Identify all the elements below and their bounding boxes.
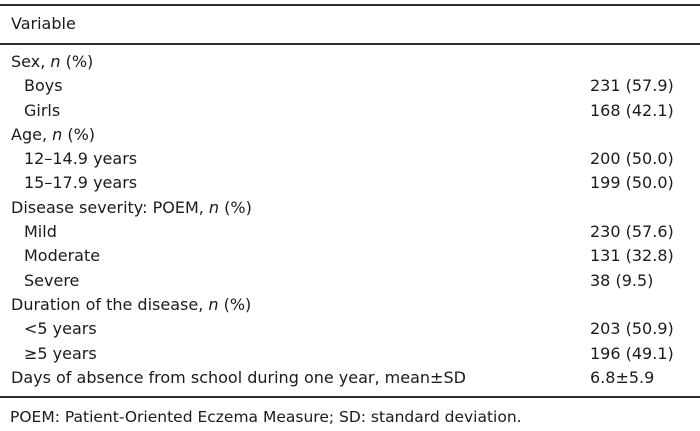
table-row: Mild 230 (57.6) [0, 220, 700, 244]
row-label: 12–14.9 years [24, 149, 138, 169]
table-header-row: Variable [0, 6, 700, 43]
row-label: Moderate [24, 246, 101, 266]
row-value: 230 (57.6) [590, 222, 674, 242]
row-value: 203 (50.9) [590, 319, 674, 339]
table-row: Severe 38 (9.5) [0, 269, 700, 293]
table-row: Duration of the disease, n (%) [0, 293, 700, 317]
table-top-rule [0, 4, 700, 6]
table-row: Moderate 131 (32.8) [0, 244, 700, 268]
row-label: Girls [24, 100, 61, 120]
table-row: Disease severity: POEM, n (%) [0, 196, 700, 220]
row-value: 231 (57.9) [590, 76, 674, 96]
row-value: 131 (32.8) [590, 246, 674, 266]
row-label-italic-n: n [52, 124, 63, 144]
row-label: 15–17.9 years [24, 173, 138, 193]
row-value: 6.8±5.9 [590, 367, 655, 387]
row-label: Duration of the disease, n (%) [11, 294, 252, 314]
table-row: Age, n (%) [0, 123, 700, 147]
row-value: 196 (49.1) [590, 343, 674, 363]
row-label: Mild [24, 222, 57, 242]
row-value: 38 (9.5) [590, 270, 654, 290]
table-footnote: POEM: Patient-Oriented Eczema Measure; S… [10, 408, 522, 427]
table-row: Girls 168 (42.1) [0, 99, 700, 123]
table-row: Boys 231 (57.9) [0, 74, 700, 98]
row-label: Disease severity: POEM, n (%) [11, 197, 252, 217]
table-header-variable: Variable [11, 14, 76, 33]
row-label: Days of absence from school during one y… [11, 367, 466, 387]
row-label: ≥5 years [24, 343, 97, 363]
row-value: 168 (42.1) [590, 100, 674, 120]
table-bottom-rule [0, 396, 700, 399]
table-header-rule [0, 43, 700, 45]
row-value: 199 (50.0) [590, 173, 674, 193]
table-row: Days of absence from school during one y… [0, 366, 700, 390]
table-row: <5 years 203 (50.9) [0, 317, 700, 341]
row-label-italic-n: n [208, 197, 220, 217]
table-row: 15–17.9 years 199 (50.0) [0, 171, 700, 195]
row-value: 200 (50.0) [590, 149, 674, 169]
row-label: <5 years [24, 319, 97, 339]
table-body: Sex, n (%) Boys 231 (57.9) Girls 168 (42.1) A… [0, 45, 700, 396]
row-label: Severe [24, 270, 80, 290]
table-row: ≥5 years 196 (49.1) [0, 342, 700, 366]
row-label: Sex, n (%) [11, 52, 94, 71]
table-row: 12–14.9 years 200 (50.0) [0, 147, 700, 171]
table-row: Sex, n (%) [0, 50, 700, 74]
row-label-italic-n: n [208, 294, 219, 314]
row-label-italic-n: n [50, 52, 61, 71]
row-label: Age, n (%) [11, 124, 96, 144]
row-label: Boys [24, 76, 63, 96]
